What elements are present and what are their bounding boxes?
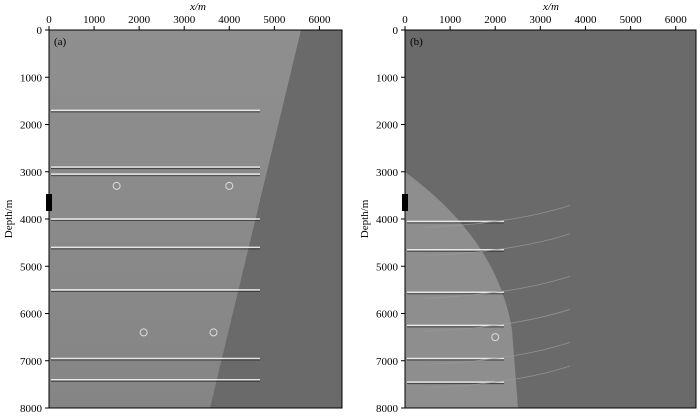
y-tick-label: 6000	[20, 309, 43, 321]
y-tick-label: 7000	[376, 356, 399, 368]
scatterer-point	[209, 328, 218, 337]
x-tick-label: 4000	[218, 14, 241, 26]
panel-b-y-axis: 0 1000 2000 3000 4000 5000 6000 7000 8000	[376, 25, 405, 415]
y-tick-label: 3000	[20, 167, 43, 179]
panel-a-reflectors	[51, 109, 260, 382]
x-tick-label: 5000	[620, 14, 643, 26]
migration-smile-arc	[424, 204, 571, 228]
y-tick-label: 3000	[376, 167, 399, 179]
x-tick-label: 3000	[173, 14, 196, 26]
scatterer-point	[225, 181, 234, 190]
y-tick-label: 0	[37, 25, 43, 37]
scatterer-point	[491, 333, 500, 342]
y-tick-label: 2000	[20, 120, 43, 132]
panel-a-x-axis: 0 1000 2000 3000 4000 5000 6000	[46, 14, 331, 30]
x-tick-label: 3000	[529, 14, 552, 26]
panel-a-label: (a)	[54, 36, 67, 48]
panel-b-illuminated-zone	[405, 172, 518, 408]
panel-b-y-title: Depth/m	[359, 199, 371, 238]
panel-b-reflectors	[407, 204, 571, 389]
scatterer-point	[112, 181, 121, 190]
x-tick-label: 2000	[484, 14, 507, 26]
panel-a-y-axis: 0 1000 2000 3000 4000 5000 6000 7000 8000	[20, 25, 49, 415]
migration-smile-arc	[424, 233, 571, 257]
y-tick-label: 1000	[20, 72, 43, 84]
panel-a-x-title: x/m	[189, 1, 206, 13]
panel-b-x-title: x/m	[542, 1, 559, 13]
x-tick-label: 1000	[439, 14, 462, 26]
migration-smile-arc	[424, 365, 571, 389]
x-tick-label: 2000	[128, 14, 151, 26]
x-tick-label: 0	[402, 14, 408, 26]
y-tick-label: 0	[393, 25, 399, 37]
y-tick-label: 1000	[376, 72, 399, 84]
y-tick-label: 8000	[20, 403, 43, 415]
panel-b-label: (b)	[410, 36, 423, 48]
migration-smile-arc	[424, 342, 571, 365]
panel-b: (b) 0 1000 2000 3000 4000 5000 6000 0 1000 2000 3…	[359, 1, 697, 415]
x-tick-label: 4000	[574, 14, 597, 26]
x-tick-label: 0	[46, 14, 52, 26]
panel-a: (a) 0 1000 2000 3000 4000 5000 6000 0 1000 2000 3…	[3, 1, 343, 415]
y-tick-label: 8000	[376, 403, 399, 415]
x-tick-label: 6000	[308, 14, 331, 26]
y-tick-label: 7000	[20, 356, 43, 368]
y-tick-label: 4000	[20, 214, 43, 226]
panel-a-y-title: Depth/m	[3, 199, 15, 238]
x-tick-label: 6000	[665, 14, 688, 26]
y-tick-label: 2000	[376, 120, 399, 132]
migration-smile-arc	[424, 275, 571, 299]
migration-smile-arc	[424, 308, 571, 332]
x-tick-label: 5000	[263, 14, 286, 26]
y-tick-label: 5000	[376, 261, 399, 273]
scatterer-point	[139, 328, 148, 337]
y-tick-label: 4000	[376, 214, 399, 226]
panel-b-x-axis: 0 1000 2000 3000 4000 5000 6000	[402, 14, 687, 30]
x-tick-label: 1000	[83, 14, 106, 26]
y-tick-label: 6000	[376, 309, 399, 321]
y-tick-label: 5000	[20, 261, 43, 273]
